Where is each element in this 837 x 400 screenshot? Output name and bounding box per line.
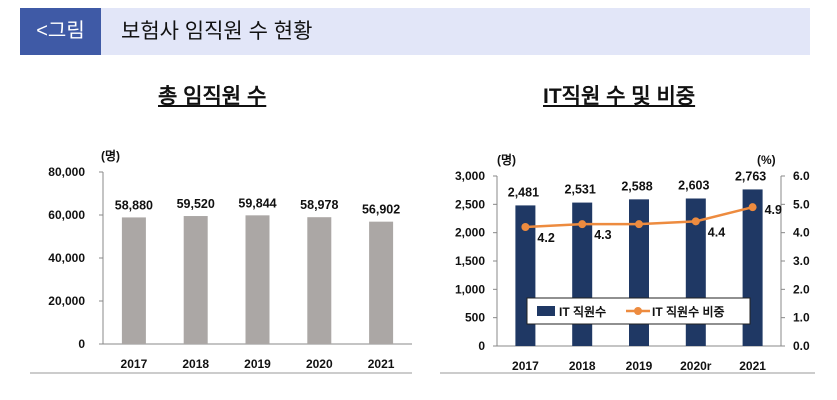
- bar: [307, 217, 332, 344]
- line-data-label: 4.9: [765, 203, 782, 217]
- y-tick-label: 60,000: [48, 208, 85, 222]
- y-tick-label-left: 2,000: [455, 226, 485, 240]
- unit-label: (명): [101, 149, 120, 163]
- line-data-label: 4.4: [708, 225, 725, 239]
- line-point: [691, 217, 700, 226]
- chart-title-it: IT직원 수 및 비중: [543, 85, 696, 108]
- y-tick-label-left: 1,500: [455, 254, 485, 268]
- legend-swatch-point: [634, 307, 642, 315]
- data-label: 59,844: [238, 196, 276, 210]
- line-data-label: 4.3: [594, 228, 611, 242]
- data-label: 58,880: [115, 198, 153, 212]
- x-tick-label: 2017: [121, 357, 148, 371]
- x-tick-label: 2019: [244, 357, 271, 371]
- data-label: 2,481: [508, 185, 539, 199]
- chart-title-total: 총 임직원 수: [158, 85, 267, 108]
- y-tick-label-left: 2,500: [455, 197, 485, 211]
- data-label: 2,531: [565, 183, 596, 197]
- y-tick-label-right: 2.0: [793, 282, 810, 296]
- line-data-label: 4.2: [537, 231, 554, 245]
- unit-label-left: (명): [497, 153, 516, 167]
- bar: [245, 215, 270, 344]
- data-label: 2,588: [621, 179, 652, 193]
- line-point: [748, 203, 757, 212]
- unit-label-right: (%): [757, 153, 776, 167]
- x-tick-label: 2017: [512, 359, 539, 373]
- x-tick-label: 2020: [306, 357, 333, 371]
- figure-title: 보험사 임직원 수 현황: [121, 20, 313, 43]
- x-tick-label: 2021: [739, 359, 766, 373]
- data-label: 59,520: [177, 197, 215, 211]
- x-tick-label: 2021: [368, 357, 395, 371]
- line-point: [578, 220, 587, 229]
- line-point: [635, 220, 643, 229]
- y-tick-label-right: 3.0: [793, 254, 810, 268]
- data-label: 56,902: [362, 203, 400, 217]
- bar: [369, 221, 394, 344]
- data-label: 2,763: [735, 169, 766, 183]
- line-point: [521, 223, 530, 231]
- y-tick-label: 80,000: [48, 165, 85, 179]
- y-tick-label-right: 4.0: [793, 226, 810, 240]
- bar: [121, 217, 146, 344]
- legend-label-line: IT 직원수 비중: [652, 304, 725, 319]
- data-label: 58,978: [300, 198, 338, 212]
- y-tick-label-left: 1,000: [455, 282, 485, 296]
- x-tick-label: 2018: [569, 359, 596, 373]
- y-tick-label-left: 0: [478, 339, 485, 353]
- y-tick-label-right: 0.0: [793, 339, 810, 353]
- y-tick-label: 40,000: [48, 251, 85, 265]
- y-tick-label-left: 3,000: [455, 169, 485, 183]
- y-tick-label-right: 1.0: [793, 311, 810, 325]
- bar: [183, 216, 208, 344]
- legend-label-bar: IT 직원수: [559, 304, 606, 319]
- y-tick-label: 0: [78, 337, 85, 351]
- figure-label: <그림 Ⅰ-11>: [20, 8, 101, 89]
- y-tick-label-left: 500: [465, 311, 485, 325]
- y-tick-label-right: 6.0: [793, 169, 810, 183]
- y-tick-label: 20,000: [48, 294, 85, 308]
- x-tick-label: 2019: [626, 359, 653, 373]
- x-tick-label: 2020r: [680, 359, 712, 373]
- figure-title-bar: 보험사 임직원 수 현황: [101, 8, 810, 55]
- legend-swatch-bar: [537, 306, 555, 316]
- data-label: 2,603: [678, 178, 709, 192]
- x-tick-label: 2018: [182, 357, 209, 371]
- y-tick-label-right: 5.0: [793, 197, 810, 211]
